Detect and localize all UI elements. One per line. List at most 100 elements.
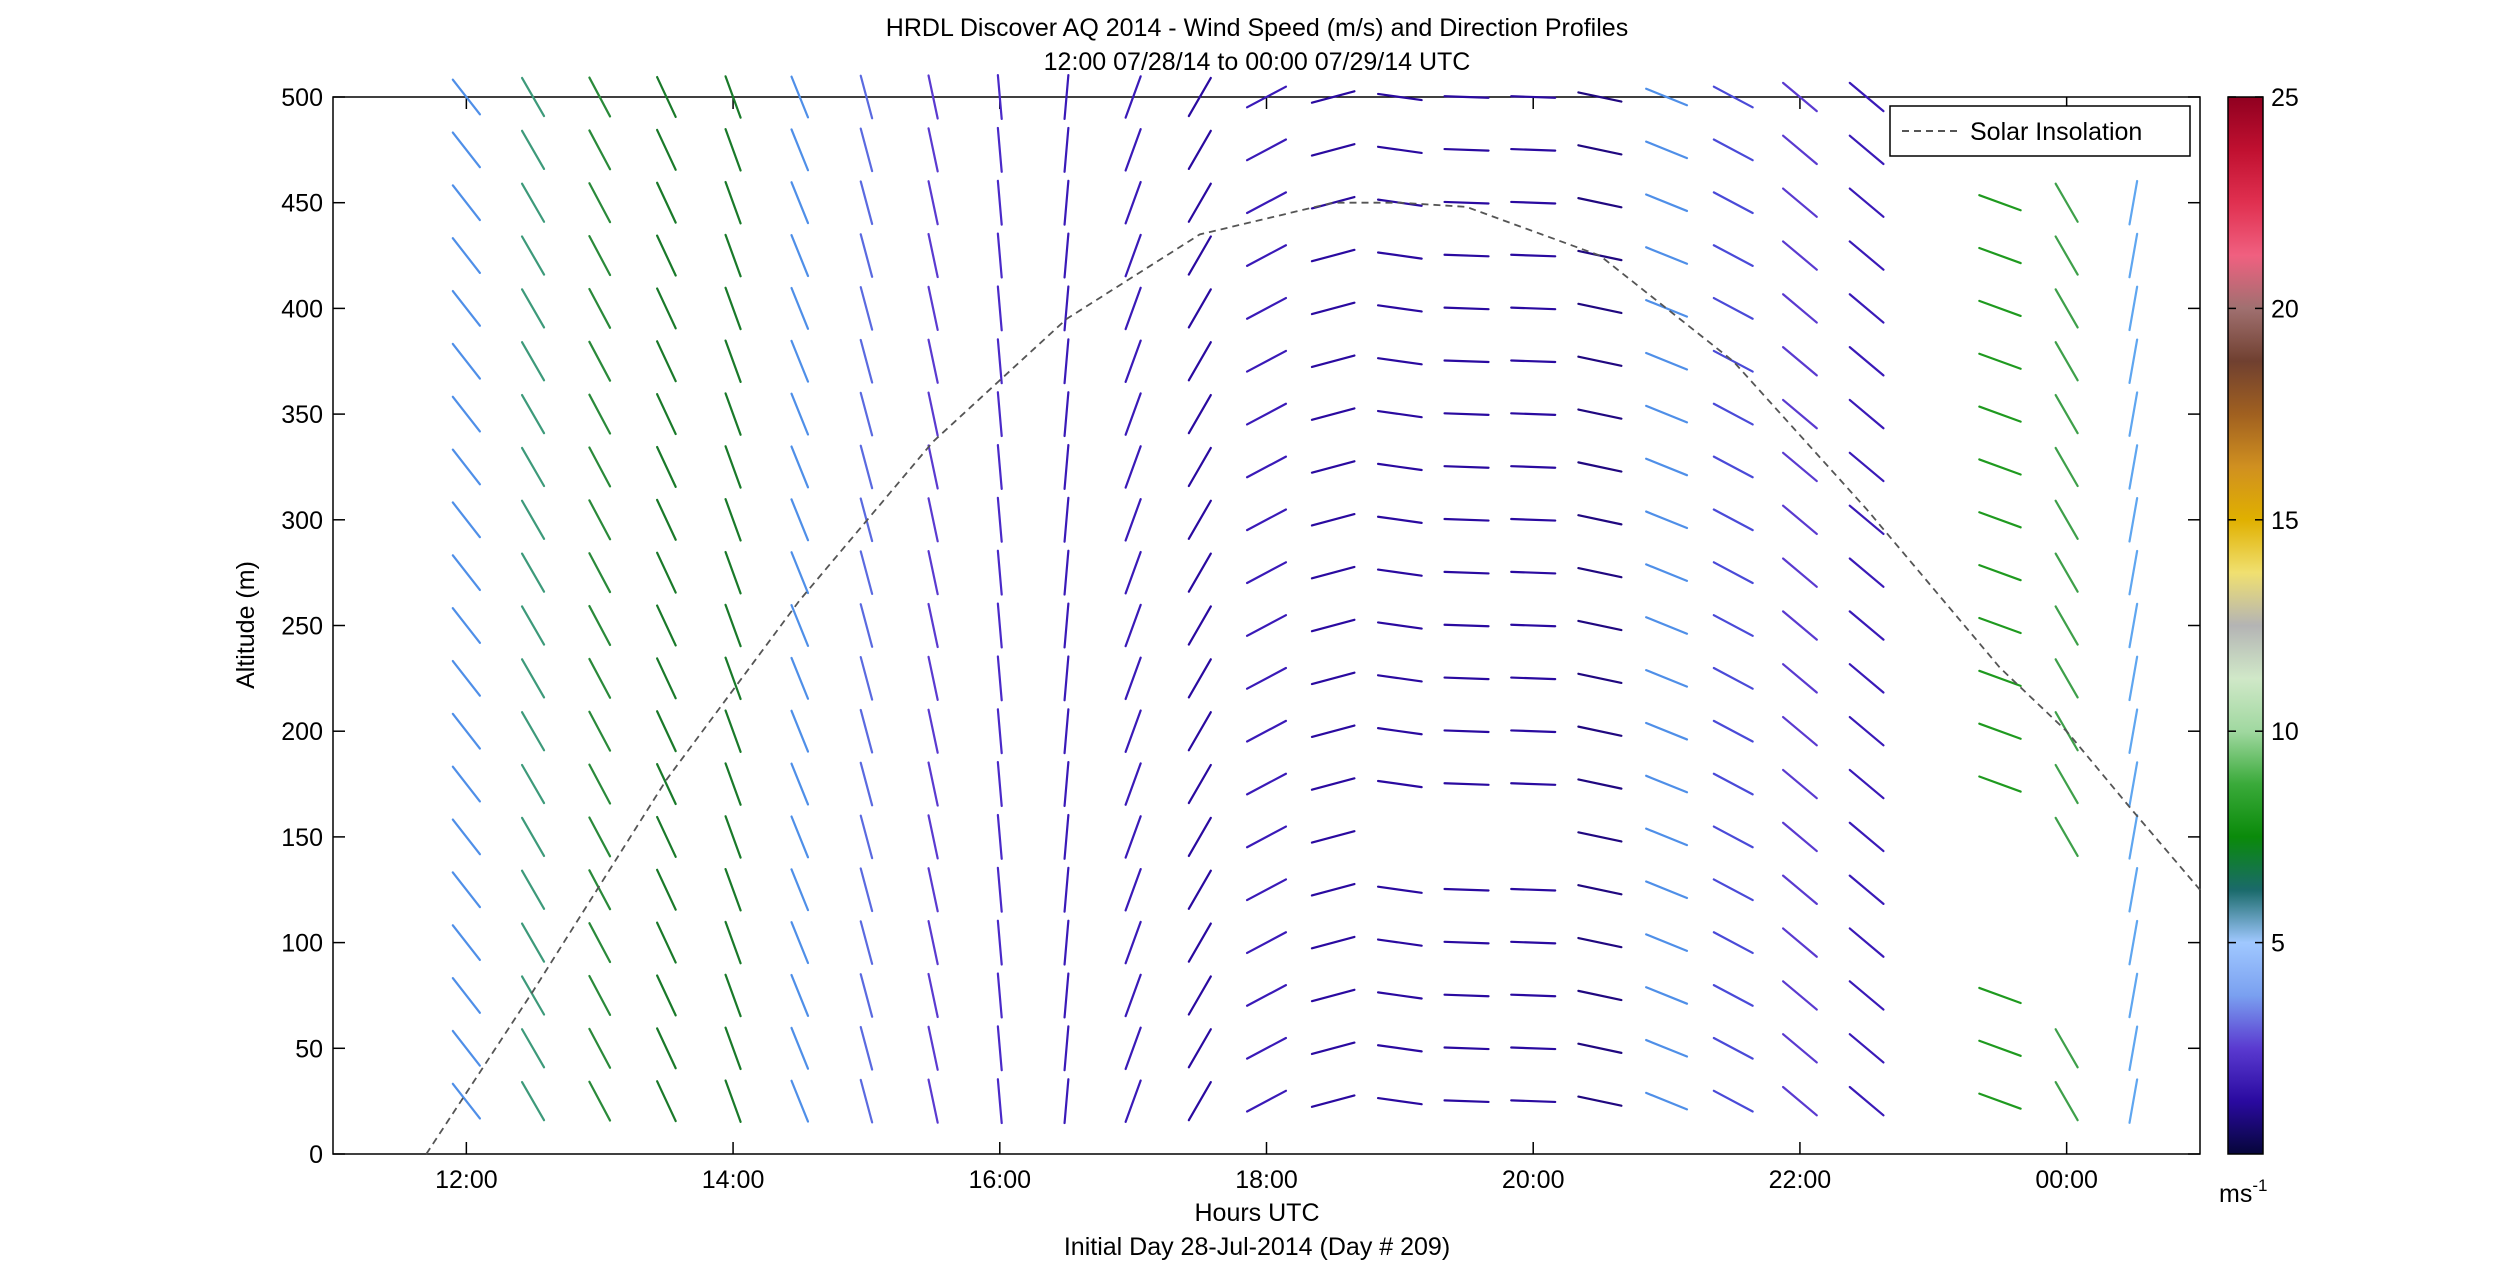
wind-barb xyxy=(1645,246,1689,265)
wind-barb xyxy=(859,1025,874,1071)
wind-barb xyxy=(588,446,612,488)
wind-barb xyxy=(1124,233,1142,278)
wind-barb xyxy=(2054,1028,2079,1069)
wind-barb xyxy=(1848,1033,1885,1064)
wind-barb xyxy=(1245,719,1288,743)
wind-barb xyxy=(655,921,677,964)
wind-barb xyxy=(451,924,482,962)
wind-barb xyxy=(1781,240,1818,271)
wind-barb xyxy=(1712,85,1754,109)
y-tick-label: 500 xyxy=(281,84,323,112)
wind-barb xyxy=(1124,762,1142,806)
wind-barb xyxy=(520,446,546,488)
wind-barb xyxy=(1310,565,1356,580)
wind-barb xyxy=(655,393,677,436)
wind-barb xyxy=(588,710,612,752)
wind-barb xyxy=(1848,715,1885,747)
wind-barb xyxy=(1376,304,1423,313)
wind-barb xyxy=(451,554,482,592)
wind-barb xyxy=(2128,179,2139,226)
wind-barb xyxy=(1978,616,2022,635)
colorbar-unit-base: ms xyxy=(2219,1180,2252,1208)
wind-barb xyxy=(1978,564,2022,582)
wind-barb xyxy=(520,763,546,805)
wind-barb xyxy=(1577,778,1623,790)
wind-barb xyxy=(1712,561,1754,585)
wind-barb xyxy=(927,655,939,701)
wind-barb xyxy=(1245,191,1288,215)
wind-barb xyxy=(1510,570,1557,575)
wind-barb xyxy=(520,1080,546,1122)
wind-barb xyxy=(790,286,810,330)
wind-barb xyxy=(1510,95,1557,99)
wind-barb xyxy=(1510,676,1557,681)
wind-barb xyxy=(927,444,939,490)
wind-barb xyxy=(1781,557,1818,588)
wind-barb xyxy=(588,1027,612,1069)
wind-barb xyxy=(1376,145,1423,155)
wind-barb xyxy=(724,603,742,648)
wind-barb xyxy=(1848,874,1885,905)
wind-barb xyxy=(1443,95,1490,99)
wind-barb xyxy=(1310,143,1356,157)
wind-barb xyxy=(1063,126,1070,173)
wind-barb xyxy=(1245,772,1288,796)
wind-barb xyxy=(1187,1080,1212,1122)
wind-barb xyxy=(1187,763,1212,805)
wind-barb xyxy=(451,765,482,803)
wind-barb xyxy=(2054,763,2079,805)
wind-barb xyxy=(1443,1046,1490,1051)
wind-barb xyxy=(859,286,874,331)
wind-barb xyxy=(1712,878,1754,902)
wind-barb xyxy=(655,868,677,911)
wind-barb xyxy=(1510,412,1557,416)
wind-barb xyxy=(927,232,939,279)
wind-barb xyxy=(1443,1099,1490,1104)
wind-barb xyxy=(1848,451,1885,483)
wind-barb xyxy=(1443,359,1490,364)
wind-barb xyxy=(655,445,677,488)
wind-barb xyxy=(451,184,482,222)
wind-barb xyxy=(1245,138,1288,162)
wind-barb xyxy=(1712,1089,1754,1113)
wind-barb xyxy=(1781,134,1818,166)
wind-barb xyxy=(1781,980,1818,1011)
wind-barb xyxy=(1310,988,1356,1003)
wind-barb xyxy=(1781,398,1818,430)
wind-barb xyxy=(451,871,482,909)
wind-barb xyxy=(996,972,1003,1019)
wind-barb xyxy=(2054,1080,2079,1122)
wind-barb xyxy=(1124,180,1142,225)
wind-barb xyxy=(1124,392,1142,436)
wind-barb xyxy=(790,551,810,595)
wind-barb xyxy=(588,816,612,858)
wind-barb xyxy=(859,867,874,913)
wind-barb xyxy=(1124,656,1142,701)
wind-barb xyxy=(1645,721,1689,741)
wind-barb xyxy=(1376,462,1423,472)
wind-barb xyxy=(451,712,482,750)
wind-barb xyxy=(520,393,546,435)
wind-barb xyxy=(655,657,677,700)
wind-barb xyxy=(1124,973,1142,1018)
wind-barb xyxy=(1510,200,1557,205)
wind-barb xyxy=(1781,610,1818,641)
wind-barb xyxy=(2128,549,2139,596)
wind-barb xyxy=(1187,235,1212,276)
wind-barb xyxy=(927,602,939,649)
wind-barb xyxy=(2054,658,2079,699)
wind-barb xyxy=(1712,349,1754,373)
wind-barb xyxy=(1577,408,1623,420)
wind-barb xyxy=(1712,191,1754,215)
wind-barb xyxy=(724,1026,742,1071)
wind-barb xyxy=(996,655,1003,702)
wind-barb xyxy=(2128,708,2139,754)
x-axis-label: Hours UTC xyxy=(1194,1199,1319,1227)
y-tick-label: 0 xyxy=(309,1141,323,1169)
wind-barb xyxy=(520,129,546,171)
wind-barb xyxy=(996,708,1003,755)
wind-barb xyxy=(724,445,742,489)
wind-barb xyxy=(790,75,810,119)
wind-barb xyxy=(1310,90,1356,104)
colorbar-unit-exponent: -1 xyxy=(2252,1176,2267,1195)
